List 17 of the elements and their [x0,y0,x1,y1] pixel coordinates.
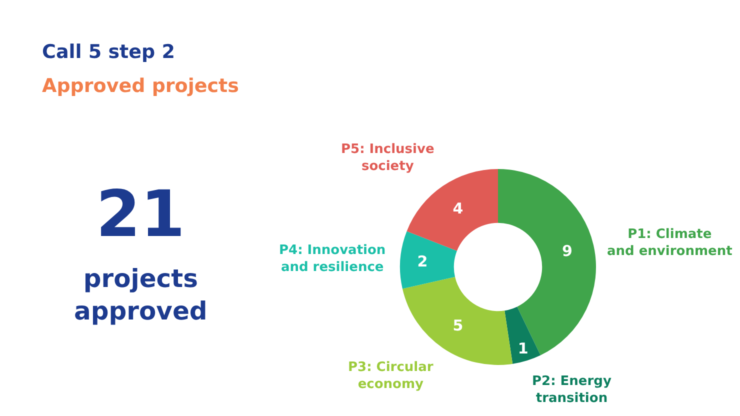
data-label: 1 [518,340,528,358]
text: 21 [96,178,186,252]
donut-slice [400,231,457,289]
slice-label: P1: Climate and environment [607,227,732,259]
donut-slice [504,306,541,364]
data-label: 5 [452,316,464,335]
slice-label: P4: Innovation and resilience [279,243,386,275]
slice-label: P3: Circular economy [348,360,434,392]
chart-subtitle: Approved projects [42,75,239,97]
text: projects approved [74,264,208,326]
slice-label: P5: Inclusive society [341,142,434,174]
data-label: 2 [417,252,428,270]
text: Call 5 step 2 [42,41,175,63]
slice-label: P2: Energy transition [532,374,612,406]
data-label: 9 [562,242,572,260]
data-label: 4 [452,199,464,218]
donut-slice [498,169,596,356]
